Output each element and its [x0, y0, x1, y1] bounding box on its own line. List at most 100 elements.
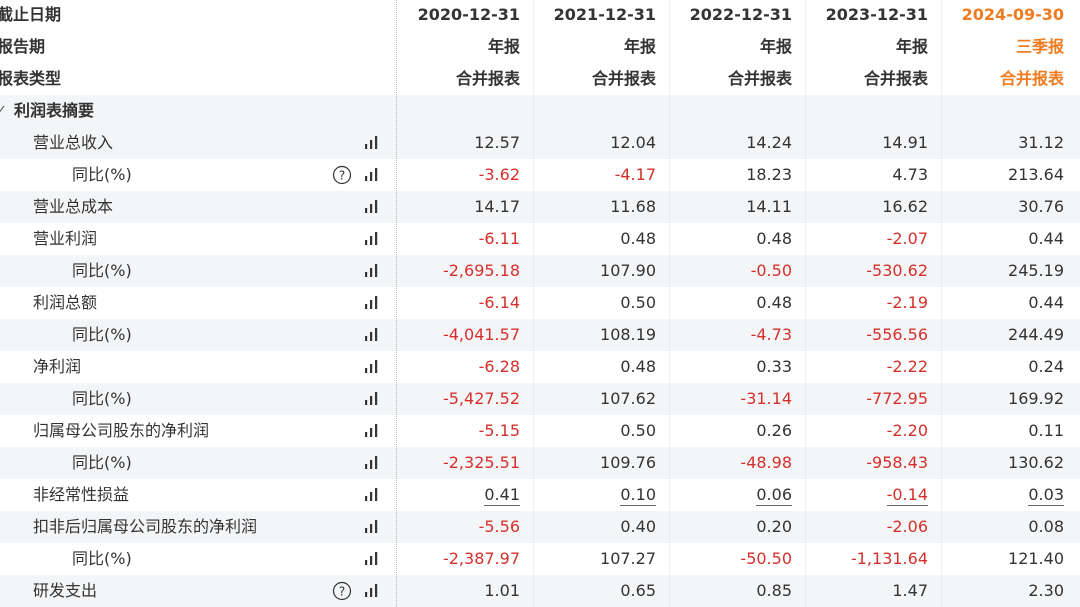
- data-row: 同比(%)? -3.62 -4.17 18.23 4.73 213.64: [0, 159, 1080, 191]
- row-label: 利润总额: [33, 293, 98, 312]
- value: 14.91: [882, 133, 928, 152]
- value: 0.65: [620, 581, 656, 600]
- value: 16.62: [882, 197, 928, 216]
- value-cell: 0.48: [664, 287, 792, 319]
- chart-icon[interactable]: [363, 392, 379, 406]
- value-cell: -0.14: [800, 479, 928, 511]
- data-row: 同比(%) -2,387.97 107.27 -50.50 -1,131.64 121.4…: [0, 543, 1080, 575]
- value: 213.64: [1008, 165, 1064, 184]
- value-cell: -530.62: [800, 255, 928, 287]
- value-cell: 0.10: [528, 479, 656, 511]
- value-cell: 130.62: [936, 447, 1064, 479]
- svg-text:?: ?: [339, 585, 345, 599]
- chart-icon[interactable]: [363, 136, 379, 150]
- value: -0.50: [750, 261, 792, 280]
- column-separator: [533, 0, 534, 607]
- column-separator: [941, 0, 942, 607]
- collapse-icon: ✓: [0, 103, 7, 118]
- value: 244.49: [1008, 325, 1064, 344]
- value-cell: 0.48: [528, 223, 656, 255]
- value: 0.06: [756, 485, 792, 506]
- value-cell: 0.50: [528, 287, 656, 319]
- chart-icon[interactable]: [363, 168, 379, 182]
- value-cell: 12.04: [528, 127, 656, 159]
- value: -6.11: [478, 229, 520, 248]
- value-cell: 0.50: [528, 415, 656, 447]
- value: -2,325.51: [442, 453, 520, 472]
- column-separator: [396, 0, 397, 607]
- row-label: 同比(%): [72, 165, 132, 184]
- value: -31.14: [740, 389, 792, 408]
- value-cell: -2.06: [800, 511, 928, 543]
- value: 2.30: [1028, 581, 1064, 600]
- value-cell: -5.56: [392, 511, 520, 543]
- row-label: 净利润: [33, 357, 82, 376]
- value: 0.33: [756, 357, 792, 376]
- value: 11.68: [610, 197, 656, 216]
- header-row: 报告期 年报 年报 年报 年报 三季报: [0, 31, 1080, 63]
- value: -50.50: [740, 549, 792, 568]
- value: -2.07: [886, 229, 928, 248]
- value-cell: -556.56: [800, 319, 928, 351]
- value-cell: -2.07: [800, 223, 928, 255]
- value-cell: 16.62: [800, 191, 928, 223]
- value: 1.01: [484, 581, 520, 600]
- value: 0.20: [756, 517, 792, 536]
- value: 0.26: [756, 421, 792, 440]
- value: -2.19: [886, 293, 928, 312]
- header-cell: 年报: [623, 37, 656, 56]
- value-cell: 245.19: [936, 255, 1064, 287]
- header-row: 报表类型 合并报表 合并报表 合并报表 合并报表 合并报表: [0, 63, 1080, 95]
- value-cell: 4.73: [800, 159, 928, 191]
- header-cell: 2022-12-31: [689, 5, 792, 24]
- header-row: 截止日期 2020-12-31 2021-12-31 2022-12-31 2023-1…: [0, 0, 1080, 31]
- row-label: 扣非后归属母公司股东的净利润: [33, 517, 258, 536]
- chart-icon[interactable]: [363, 200, 379, 214]
- value-cell: 109.76: [528, 447, 656, 479]
- value: 0.11: [1028, 421, 1064, 440]
- value: -6.28: [478, 357, 520, 376]
- value-cell: 11.68: [528, 191, 656, 223]
- value-cell: 0.48: [528, 351, 656, 383]
- data-row: 非经常性损益 0.41 0.10 0.06 -0.14 0.03: [0, 479, 1080, 511]
- value-cell: 14.17: [392, 191, 520, 223]
- chart-icon[interactable]: [363, 520, 379, 534]
- data-row: 同比(%) -4,041.57 108.19 -4.73 -556.56 244.49: [0, 319, 1080, 351]
- chart-icon[interactable]: [363, 296, 379, 310]
- value: -1,131.64: [850, 549, 928, 568]
- header-label: 截止日期: [0, 5, 62, 24]
- value: 0.40: [620, 517, 656, 536]
- chart-icon[interactable]: [363, 424, 379, 438]
- chart-icon[interactable]: [363, 552, 379, 566]
- value-cell: -48.98: [664, 447, 792, 479]
- value: 0.44: [1028, 293, 1064, 312]
- value-cell: 0.48: [664, 223, 792, 255]
- value: 14.17: [474, 197, 520, 216]
- chart-icon[interactable]: [363, 584, 379, 598]
- value: 0.44: [1028, 229, 1064, 248]
- header-cell: 年报: [487, 37, 520, 56]
- value-cell: 30.76: [936, 191, 1064, 223]
- chart-icon[interactable]: [363, 456, 379, 470]
- help-icon[interactable]: ?: [332, 165, 352, 185]
- data-row: 利润总额 -6.14 0.50 0.48 -2.19 0.44: [0, 287, 1080, 319]
- chart-icon[interactable]: [363, 360, 379, 374]
- row-label: 同比(%): [72, 453, 132, 472]
- value: 12.04: [610, 133, 656, 152]
- header-cell: 2024-09-30: [961, 5, 1064, 24]
- svg-text:?: ?: [339, 169, 345, 183]
- value-cell: -2.19: [800, 287, 928, 319]
- value: 30.76: [1018, 197, 1064, 216]
- data-row: 净利润 -6.28 0.48 0.33 -2.22 0.24: [0, 351, 1080, 383]
- row-label: 营业总成本: [33, 197, 114, 216]
- row-label: 同比(%): [72, 389, 132, 408]
- chart-icon[interactable]: [363, 232, 379, 246]
- chart-icon[interactable]: [363, 488, 379, 502]
- help-icon[interactable]: ?: [332, 581, 352, 601]
- value: -2,387.97: [442, 549, 520, 568]
- value: -4.73: [750, 325, 792, 344]
- data-row: 营业利润 -6.11 0.48 0.48 -2.07 0.44: [0, 223, 1080, 255]
- chart-icon[interactable]: [363, 328, 379, 342]
- value-cell: -2,387.97: [392, 543, 520, 575]
- chart-icon[interactable]: [363, 264, 379, 278]
